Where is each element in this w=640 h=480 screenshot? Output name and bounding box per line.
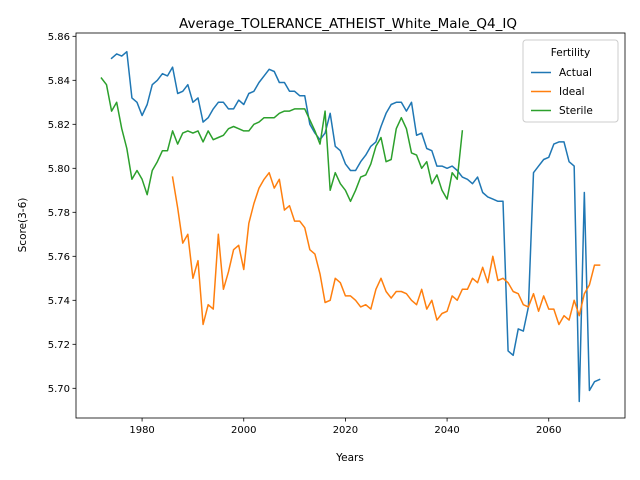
y-tick-label: 5.78 (48, 208, 70, 219)
y-tick-label: 5.80 (48, 164, 70, 175)
series-lines (100, 50, 601, 403)
plot-frame (75, 32, 626, 419)
legend-title: Fertility (551, 47, 590, 59)
x-tick-label: 1980 (129, 425, 154, 436)
chart-title: Average_TOLERANCE_ATHEIST_White_Male_Q4_… (179, 16, 517, 32)
legend-label-actual: Actual (559, 67, 592, 79)
x-tick-label: 2000 (231, 425, 256, 436)
x-tick-label: 2020 (333, 425, 358, 436)
legend-label-ideal: Ideal (559, 86, 585, 98)
x-tick-label: 2060 (536, 425, 561, 436)
y-axis-label: Score(3-6) (17, 198, 29, 253)
x-axis-label: Years (335, 452, 364, 464)
legend: Fertility Actual Ideal Sterile (522, 39, 619, 123)
x-axis: 1980 2000 2020 2040 2060 (129, 418, 561, 436)
series-line-sterile (100, 77, 464, 203)
series-line-ideal (171, 171, 601, 326)
y-tick-label: 5.70 (48, 384, 70, 395)
y-tick-label: 5.76 (48, 252, 70, 263)
series-line-actual (110, 50, 601, 403)
y-tick-label: 5.82 (48, 120, 70, 131)
y-tick-label: 5.84 (48, 76, 70, 87)
x-tick-label: 2040 (434, 425, 459, 436)
y-axis: 5.70 5.72 5.74 5.76 5.78 5.80 5.82 5.84 5.86 (48, 32, 76, 395)
legend-label-sterile: Sterile (559, 105, 593, 117)
y-tick-label: 5.86 (48, 32, 70, 43)
y-tick-label: 5.74 (48, 296, 70, 307)
y-tick-label: 5.72 (48, 340, 70, 351)
plot-area (75, 32, 626, 419)
legend-box (522, 39, 619, 123)
